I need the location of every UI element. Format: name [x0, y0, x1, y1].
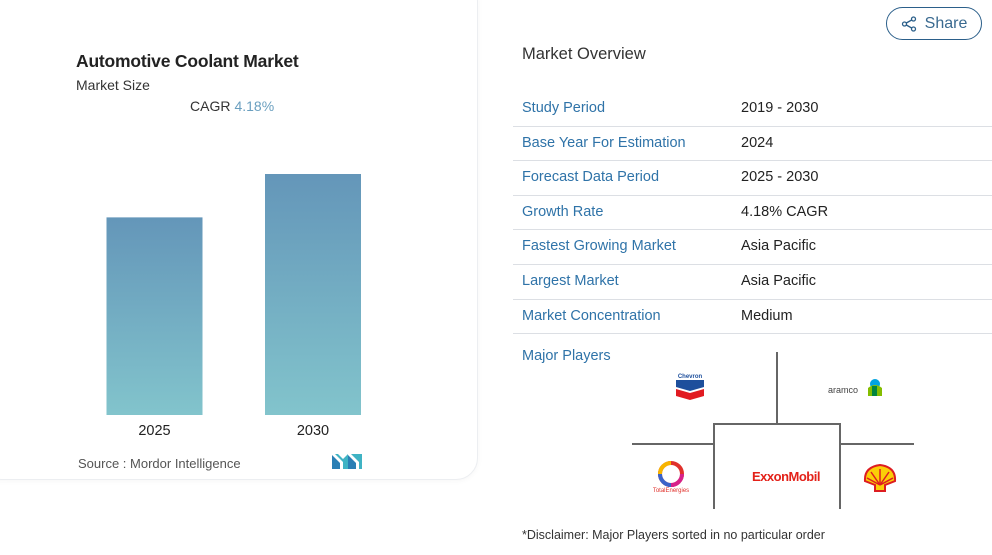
overview-value: Medium: [741, 307, 793, 324]
overview-label[interactable]: Base Year For Estimation: [522, 134, 686, 151]
overview-label[interactable]: Forecast Data Period: [522, 169, 660, 186]
chevron-logo[interactable]: Chevron: [674, 372, 706, 402]
card-title: Automotive Coolant Market: [76, 51, 299, 71]
overview-label[interactable]: Study Period: [522, 100, 606, 116]
totalenergies-logo-text: TotalEnergies: [653, 488, 689, 494]
overview-value: 2024: [741, 134, 774, 151]
totalenergies-logo[interactable]: TotalEnergies: [646, 460, 696, 494]
major-players-diagram: Chevron aramco TotalEnergies ExxonMobil: [632, 352, 914, 509]
chevron-logo-text: Chevron: [678, 374, 703, 380]
divider-line: [839, 443, 914, 445]
overview-label[interactable]: Growth Rate: [522, 203, 604, 220]
overview-label[interactable]: Largest Market: [522, 272, 619, 289]
divider-line: [839, 423, 841, 509]
overview-value: Asia Pacific: [741, 272, 816, 289]
overview-row-fastest-growing: Fastest Growing Market Asia Pacific: [513, 230, 992, 265]
cagr-label: CAGR: [190, 98, 231, 114]
x-tick-label: 2030: [297, 423, 329, 439]
overview-value: 2025 - 2030: [741, 169, 819, 186]
card-subtitle: Market Size: [76, 77, 150, 93]
shell-logo[interactable]: [863, 463, 897, 493]
overview-value: 4.18% CAGR: [741, 203, 829, 220]
x-tick-label: 2025: [138, 423, 170, 439]
divider-line: [713, 423, 715, 509]
share-icon: [901, 15, 916, 32]
market-overview-title: Market Overview: [522, 45, 646, 63]
cagr-value: 4.18%: [234, 98, 275, 114]
overview-row-base-year: Base Year For Estimation 2024: [513, 127, 992, 162]
divider-line: [713, 423, 840, 425]
overview-row-forecast-period: Forecast Data Period 2025 - 2030: [513, 161, 992, 196]
overview-row-study-period: Study Period 2019 - 2030: [513, 92, 992, 127]
exxonmobil-logo[interactable]: ExxonMobil: [752, 469, 820, 484]
market-size-bar-chart: 2025 2030: [106, 174, 361, 439]
divider-line: [776, 352, 778, 423]
mordor-intelligence-logo: [332, 454, 362, 469]
aramco-logo-text: aramco: [828, 385, 858, 395]
market-size-card: [0, 0, 478, 480]
bar-2030: [265, 174, 361, 415]
overview-row-largest-market: Largest Market Asia Pacific: [513, 265, 992, 300]
overview-value: 2019 - 2030: [741, 100, 819, 116]
aramco-logo[interactable]: aramco: [828, 376, 886, 398]
divider-line: [632, 443, 713, 445]
overview-row-concentration: Market Concentration Medium: [513, 300, 992, 335]
overview-value: Asia Pacific: [741, 238, 816, 255]
source-note: Source : Mordor Intelligence: [78, 456, 241, 471]
share-label: Share: [924, 14, 968, 32]
overview-row-growth-rate: Growth Rate 4.18% CAGR: [513, 196, 992, 231]
share-button[interactable]: Share: [886, 7, 982, 40]
overview-table: Study Period 2019 - 2030 Base Year For E…: [513, 92, 992, 335]
overview-label[interactable]: Fastest Growing Market: [522, 238, 676, 255]
bar-2025: [106, 217, 203, 415]
overview-label[interactable]: Market Concentration: [522, 307, 661, 324]
disclaimer-note: *Disclaimer: Major Players sorted in no …: [522, 528, 825, 542]
major-players-label[interactable]: Major Players: [522, 348, 611, 364]
cagr-indicator: CAGR 4.18%: [190, 98, 274, 114]
